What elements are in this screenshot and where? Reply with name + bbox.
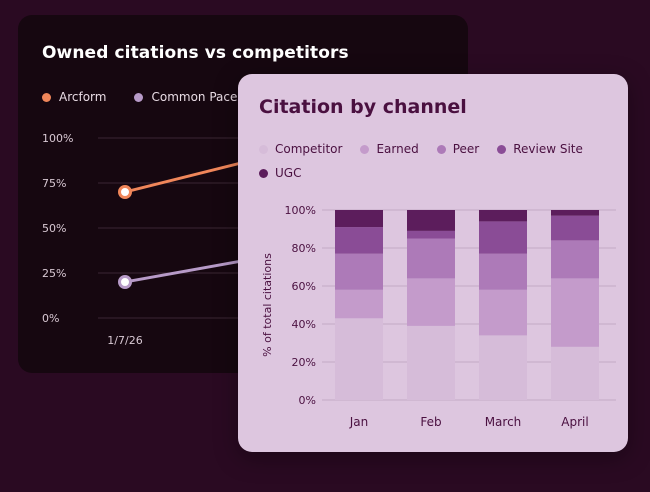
bar-march-ugc	[479, 210, 527, 222]
bar-jan-competitor	[335, 318, 383, 400]
arcform-legend-label: Arcform	[59, 90, 107, 104]
legend-item-common-pace[interactable]: Common Pace	[134, 90, 237, 104]
common-pace-legend-label: Common Pace	[151, 90, 238, 104]
x-tick-label-april: April	[561, 415, 588, 429]
legend-item-review-site[interactable]: Review Site	[497, 142, 583, 156]
bar-jan-review-site	[335, 227, 383, 254]
bar-feb-peer	[407, 238, 455, 279]
common-pace-series-line	[123, 256, 258, 284]
arcform-series-line	[123, 157, 258, 194]
common-pace-point	[118, 275, 132, 289]
citation-by-channel-title: Citation by channel	[259, 96, 467, 118]
bar-jan-peer	[335, 253, 383, 290]
ugc-legend-label: UGC	[275, 166, 302, 180]
bar-feb-ugc	[407, 210, 455, 231]
y-tick-label-75: 75%	[42, 177, 66, 190]
y-tick-label-80: 80%	[292, 242, 316, 255]
y-tick-label-20: 20%	[292, 356, 316, 369]
x-tick-label: 1/7/26	[107, 334, 142, 347]
citation-by-channel-legend: Competitor Earned Peer Review Site UGC	[259, 142, 609, 180]
bar-april-peer	[551, 240, 599, 279]
bar-feb-competitor	[407, 325, 455, 400]
competitor-legend-label: Competitor	[275, 142, 343, 156]
earned-legend-dot	[360, 144, 370, 154]
y-tick-label-40: 40%	[292, 318, 316, 331]
bar-feb-earned	[407, 278, 455, 326]
peer-legend-label: Peer	[452, 142, 480, 156]
x-tick-label-march: March	[485, 415, 522, 429]
earned-legend-label: Earned	[376, 142, 419, 156]
ugc-legend-dot	[259, 168, 268, 178]
legend-item-ugc[interactable]: UGC	[259, 166, 301, 180]
arcform-legend-dot	[42, 92, 51, 102]
citation-by-channel-chart: 0% 20% 40% 60% 80% 100% % of total citations Ja…	[261, 204, 616, 429]
y-tick-label-100: 100%	[42, 132, 73, 145]
bar-jan-ugc	[335, 210, 383, 228]
bar-march-review-site	[479, 221, 527, 254]
competitor-legend-dot	[259, 144, 268, 154]
citation-by-channel-card: Citation by channel Competitor Earned Peer…	[238, 74, 628, 452]
legend-item-peer[interactable]: Peer	[436, 142, 480, 156]
x-tick-label-jan: Jan	[349, 415, 369, 429]
bar-march-peer	[479, 253, 527, 290]
bar-april-competitor	[551, 346, 599, 400]
bar-jan-earned	[335, 289, 383, 319]
bar-march-earned	[479, 289, 527, 336]
owned-citations-legend: Arcform Common Pace	[42, 89, 237, 105]
owned-citations-title: Owned citations vs competitors	[42, 43, 349, 63]
review-site-legend-label: Review Site	[513, 142, 583, 156]
bar-feb-review-site	[407, 230, 455, 239]
legend-item-earned[interactable]: Earned	[360, 142, 419, 156]
arcform-point	[118, 185, 132, 199]
peer-legend-dot	[436, 144, 446, 154]
bar-april-earned	[551, 278, 599, 347]
y-tick-label-0: 0%	[299, 394, 316, 407]
y-tick-label-25: 25%	[42, 267, 66, 280]
legend-item-competitor[interactable]: Competitor	[259, 142, 342, 156]
y-tick-label-100: 100%	[285, 204, 316, 217]
x-tick-label-feb: Feb	[420, 415, 441, 429]
y-tick-label-50: 50%	[42, 222, 66, 235]
legend-item-arcform[interactable]: Arcform	[42, 90, 106, 104]
y-tick-label-60: 60%	[292, 280, 316, 293]
review-site-legend-dot	[497, 144, 507, 154]
common-pace-legend-dot	[134, 92, 144, 102]
bar-april-review-site	[551, 215, 599, 241]
bar-march-competitor	[479, 335, 527, 400]
y-tick-label-0: 0%	[42, 312, 59, 325]
bar-april-ugc	[551, 210, 599, 216]
y-axis-label: % of total citations	[261, 253, 274, 357]
